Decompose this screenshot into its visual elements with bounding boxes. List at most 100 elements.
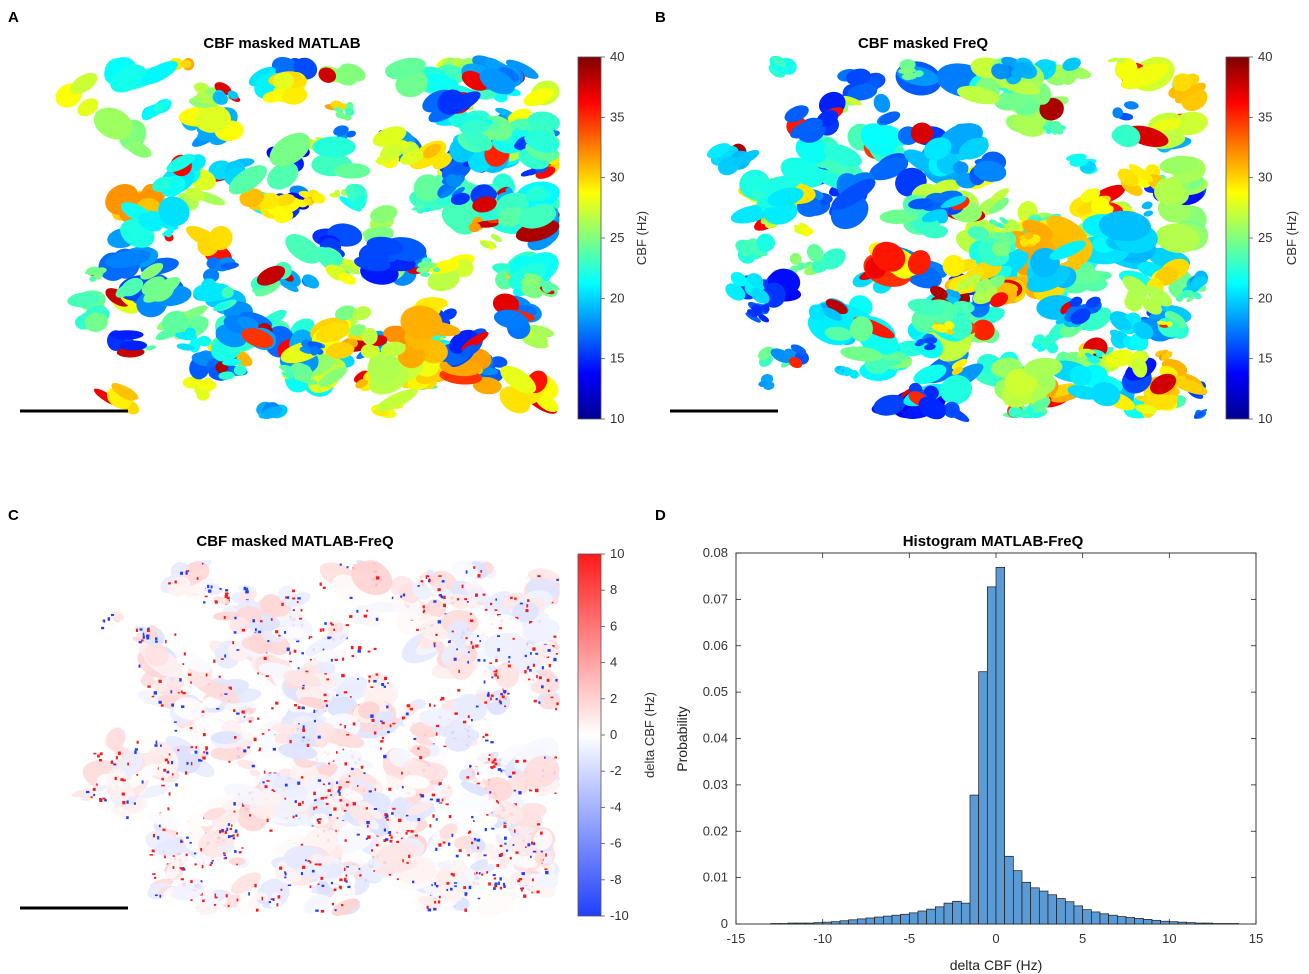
map-speckle [375, 673, 379, 676]
map-speckle [246, 587, 249, 590]
map-speckle [218, 675, 221, 678]
map-speckle [103, 619, 106, 623]
map-speckle [517, 879, 521, 883]
map-region [972, 319, 995, 341]
map-speckle [500, 693, 503, 696]
map-speckle [413, 737, 417, 740]
map-speckle [330, 623, 334, 626]
map-region [461, 331, 489, 351]
map-region [153, 102, 165, 113]
map-speckle [302, 728, 306, 732]
colorbar-b-ticks: 40 35 30 25 20 15 10 [1249, 49, 1272, 426]
histogram-bar [986, 586, 997, 925]
map-region [1104, 349, 1135, 368]
map-speckle [301, 865, 306, 869]
colorbar-tick-label: 35 [1258, 109, 1272, 124]
map-region [751, 304, 763, 315]
map-region [758, 346, 774, 361]
map-speckle [388, 873, 392, 876]
map-speckle [165, 639, 167, 644]
map-region [166, 862, 180, 879]
map-speckle [296, 601, 299, 604]
map-region [417, 261, 432, 268]
map-speckle [245, 590, 249, 594]
y-tick-label: 0.05 [703, 684, 728, 699]
map-region [944, 320, 955, 330]
histogram-bar [874, 916, 884, 925]
map-speckle [222, 852, 226, 855]
map-speckle [163, 768, 167, 772]
colorbar-tick-label: -6 [610, 836, 622, 851]
map-region [405, 801, 433, 816]
panel-letter-c: C [8, 507, 19, 524]
map-speckle [465, 570, 468, 574]
y-tick-label: 0.04 [703, 731, 728, 746]
map-region [524, 130, 560, 153]
map-speckle [300, 776, 304, 779]
map-speckle [114, 776, 117, 781]
map-region [990, 292, 1009, 308]
map-speckle [512, 844, 515, 847]
map-speckle [387, 831, 392, 834]
map-speckle [313, 791, 316, 796]
map-region [513, 737, 558, 771]
map-region [241, 328, 274, 348]
map-speckle [186, 836, 189, 839]
map-region [1033, 334, 1045, 345]
colorbar-tick-label: -2 [610, 763, 622, 778]
histogram-bar [1004, 855, 1014, 925]
map-region [935, 324, 949, 333]
map-region [121, 750, 143, 774]
map-region [489, 664, 498, 671]
map-speckle [406, 830, 410, 832]
map-region [1019, 236, 1029, 247]
map-speckle [419, 756, 423, 760]
map-speckle [155, 740, 158, 745]
map-region [311, 192, 326, 204]
map-speckle [149, 854, 154, 856]
map-region [464, 131, 493, 151]
map-region [1141, 201, 1153, 210]
map-speckle [427, 908, 432, 912]
map-speckle [309, 861, 312, 864]
map-speckle [110, 760, 114, 764]
map-speckle [352, 722, 356, 726]
map-region [907, 298, 945, 316]
map-speckle [555, 653, 559, 655]
map-speckle [477, 772, 479, 776]
map-speckle [504, 836, 507, 840]
map-region [334, 189, 340, 198]
map-speckle [284, 876, 287, 879]
map-speckle [445, 803, 449, 806]
map-region [989, 219, 999, 226]
map-speckle [373, 870, 375, 872]
map-region [353, 183, 367, 195]
map-region [402, 775, 430, 789]
map-speckle [410, 830, 414, 833]
map-speckle [302, 800, 304, 804]
map-speckle [521, 887, 525, 890]
map-region [318, 67, 337, 83]
map-speckle [208, 589, 212, 593]
map-region [955, 358, 968, 368]
map-speckle [495, 697, 498, 701]
map-speckle [151, 695, 155, 698]
map-region [1117, 57, 1126, 63]
map-speckle [478, 872, 481, 875]
map-speckle [96, 783, 98, 786]
map-speckle [321, 884, 325, 888]
map-speckle [467, 715, 470, 719]
map-region [140, 60, 178, 85]
map-region [193, 283, 225, 302]
map-region [432, 152, 453, 170]
colorbar-tick-label: 10 [1258, 411, 1272, 426]
map-region [304, 632, 348, 657]
map-speckle [449, 887, 453, 891]
map-region [526, 324, 555, 338]
map-speckle [174, 580, 177, 584]
map-speckle [297, 667, 300, 670]
histogram-bar [856, 918, 867, 925]
map-speckle [161, 777, 164, 781]
map-speckle [485, 739, 489, 742]
map-speckle [179, 867, 183, 870]
